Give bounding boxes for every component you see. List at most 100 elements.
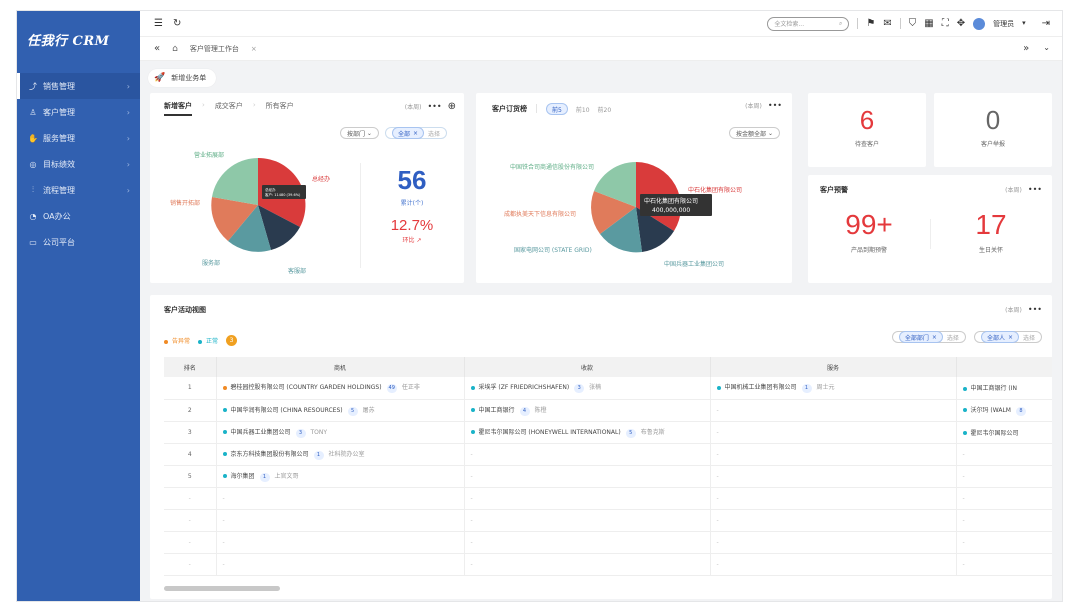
shield-icon[interactable]: ⛉ [908, 17, 917, 29]
person-filter[interactable]: 全部人 × 选择 [973, 331, 1042, 343]
table-row[interactable]: 4 京东方科技集团股份有限公司 1 社科院办公室 - - - [164, 443, 1052, 466]
empty-cell: - [470, 560, 473, 568]
new-business-button[interactable]: 🚀 新增业务单 [148, 69, 217, 87]
count-badge: 4 [519, 406, 530, 416]
expire-warning[interactable]: 99+ 产品到期预警 [845, 209, 893, 255]
pending-customers-card[interactable]: 6 待查客户 [808, 93, 926, 167]
svg-text:中石化集团有限公司: 中石化集团有限公司 [644, 197, 698, 205]
flag-icon[interactable]: ⚑ [866, 17, 876, 29]
sidebar-item-0[interactable]: ⤴ 销售管理 › [17, 73, 140, 99]
count-badge: 1 [259, 472, 270, 482]
settings-icon[interactable]: ✥ [956, 17, 966, 29]
pie-slice-telecom[interactable] [594, 162, 636, 207]
table-row[interactable]: 3 中国兵器工业集团公司 3 TONY 霍尼韦尔国际公司 (HONEYWELL INTE… [164, 421, 1052, 444]
refresh-icon[interactable]: ↻ [172, 17, 182, 29]
owner-name: 陈橙 [534, 406, 547, 414]
more-icon[interactable]: ••• [427, 102, 442, 111]
tab-all-customers[interactable]: 所有客户 [265, 102, 294, 110]
tag-filter[interactable]: 全部 × 选择 [384, 127, 448, 139]
sidebar-item-label: OA办公 [43, 211, 71, 221]
pie-slice-sales[interactable] [211, 197, 258, 241]
tab-current[interactable]: 客户管理工作台 [189, 44, 239, 53]
fullscreen-icon[interactable]: ⛶ [941, 17, 949, 29]
table-row[interactable]: ----- [164, 509, 1052, 532]
sidebar-item-5[interactable]: ◔ OA办公 [17, 203, 140, 229]
table-row[interactable]: ----- [164, 553, 1052, 576]
customer-name[interactable]: 中国工商银行 [478, 406, 515, 414]
sidebar-item-2[interactable]: ✋ 服务管理 › [17, 125, 140, 151]
mail-icon[interactable]: ✉ [883, 17, 892, 29]
customer-name[interactable]: 京东方科技集团股份有限公司 [230, 450, 309, 458]
customer-name[interactable]: 中国机械工业集团有限公司 [724, 384, 797, 392]
count-badge: 8 [1015, 406, 1026, 416]
tab-top5[interactable]: 前5 [546, 103, 568, 115]
scroll-right-icon[interactable]: » [1023, 43, 1030, 54]
table-row[interactable]: ----- [164, 531, 1052, 554]
more-icon[interactable]: ••• [1027, 185, 1042, 194]
logout-icon[interactable]: ⇥ [1041, 17, 1050, 29]
user-icon: ♙ [29, 107, 37, 117]
customer-name[interactable]: 沃尔玛 (WALM [970, 406, 1011, 414]
column-header: 收款 [464, 357, 711, 377]
settings-icon[interactable]: ⊕ [447, 101, 456, 112]
customer-name[interactable]: 霍尼韦尔国际公司 [970, 429, 1019, 437]
service-cell: - [710, 487, 957, 510]
close-icon[interactable]: × [250, 44, 257, 53]
sidebar-item-1[interactable]: ♙ 客户管理 › [17, 99, 140, 125]
more-icon[interactable]: ••• [767, 101, 782, 110]
chevron-down-icon[interactable]: ▾ [1022, 19, 1026, 27]
sidebar-item-3[interactable]: ◎ 目标绩效 › [17, 151, 140, 177]
status-dot [962, 386, 967, 391]
tab-top10[interactable]: 前10 [575, 106, 590, 114]
customer-name[interactable]: 海尔集团 [230, 472, 255, 480]
user-name[interactable]: 管理员 [993, 19, 1015, 28]
customer-report-card[interactable]: 0 客户举报 [934, 93, 1052, 167]
pie-slice-business[interactable] [212, 158, 258, 205]
chevron-down-icon[interactable]: ⌄ [1043, 43, 1050, 52]
pie-label: 国家电网公司 (STATE GRID) [514, 246, 592, 254]
ratio-value: 12.7% [390, 217, 434, 234]
amount-filter-select[interactable]: 按金额全部 ⌄ [729, 127, 780, 139]
home-icon[interactable]: ⌂ [172, 43, 178, 54]
empty-cell: - [716, 538, 719, 546]
tab-new-customers[interactable]: 新增客户 [164, 101, 192, 116]
customer-name[interactable]: 中国兵器工业集团公司 [230, 428, 291, 436]
customer-name[interactable]: 中国华润有限公司 (CHINA RESOURCES) [230, 406, 343, 414]
table-row[interactable]: 2 中国华润有限公司 (CHINA RESOURCES) 5 屠苏 中国工商银行 4 陈橙 -… [164, 399, 1052, 422]
trend-icon: ⤴ [29, 81, 37, 91]
customer-name[interactable]: 采埃孚 (ZF FRIEDRICHSHAFEN) [478, 384, 570, 392]
pie-slice-chengdu[interactable] [591, 191, 636, 234]
pie-slice-state-grid[interactable] [600, 207, 642, 253]
table-row[interactable]: 1 碧桂园控股有限公司 (COUNTRY GARDEN HOLDINGS) 49 任正… [164, 377, 1052, 400]
avatar[interactable] [973, 17, 986, 30]
customer-name[interactable]: 碧桂园控股有限公司 (COUNTRY GARDEN HOLDINGS) [230, 384, 382, 392]
pie-slice-service[interactable] [228, 205, 271, 252]
qrcode-icon[interactable]: ▦ [924, 17, 934, 29]
status-dot [222, 474, 227, 478]
rank-cell: 1 [164, 377, 217, 400]
menu-toggle-icon[interactable]: ☰ [154, 17, 163, 29]
tab-top20[interactable]: 前20 [597, 106, 612, 114]
legend-badge: 3 [226, 335, 238, 346]
horizontal-scrollbar[interactable] [164, 586, 280, 591]
tab-deal-customers[interactable]: 成交客户 [214, 102, 243, 110]
status-dot [470, 430, 475, 434]
table-row[interactable]: ----- [164, 487, 1052, 510]
dept-filter-select[interactable]: 按部门 ⌄ [340, 127, 379, 139]
pie-slice-support[interactable] [258, 205, 300, 250]
order-cell: - [956, 553, 1052, 576]
collapse-left-icon[interactable]: « [154, 43, 161, 54]
global-search-input[interactable]: 全文检索... ⌕ [767, 16, 850, 31]
sidebar-item-4[interactable]: ⫶ 流程管理 › [17, 177, 140, 203]
birthday-care[interactable]: 17 生日关怀 [975, 209, 1007, 255]
table-row[interactable]: 5 海尔集团 1 上官文哥 - - - [164, 465, 1052, 488]
pie-slice-norinco[interactable] [636, 207, 674, 252]
status-dot [962, 431, 967, 435]
customer-name[interactable]: 中国工商银行 (IN [970, 385, 1018, 393]
status-dot [222, 385, 227, 390]
more-icon[interactable]: ••• [1027, 305, 1042, 314]
sidebar-item-6[interactable]: ▭ 公司平台 [17, 229, 140, 255]
customer-name[interactable]: 霍尼韦尔国际公司 (HONEYWELL INTERNATIONAL) [478, 428, 621, 436]
dept-filter[interactable]: 全部部门 × 选择 [891, 331, 966, 343]
